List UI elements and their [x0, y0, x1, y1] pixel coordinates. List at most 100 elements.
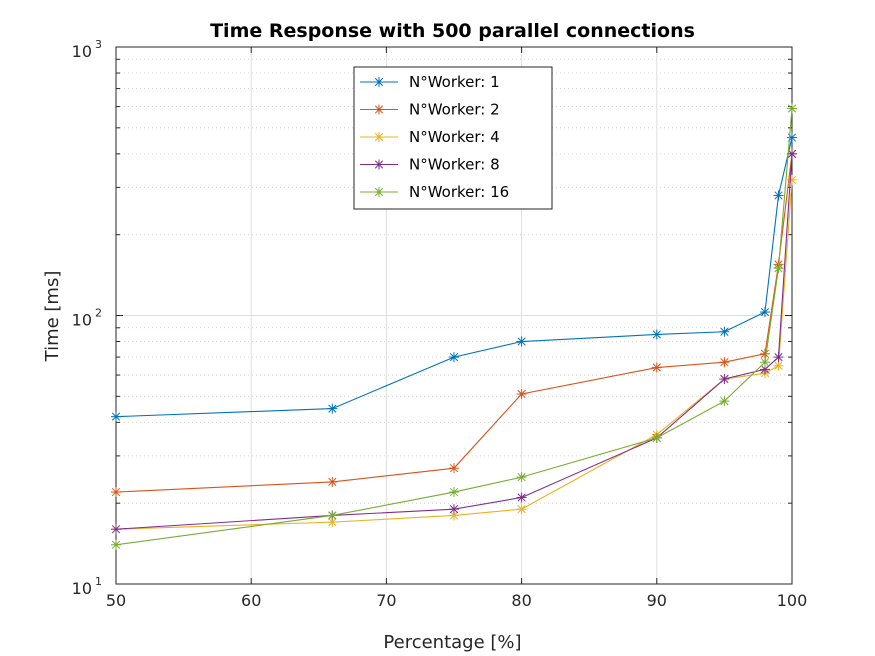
- x-tick-labels: 50 60 70 80 90 100: [106, 591, 807, 610]
- marker-stroke: [720, 327, 729, 336]
- data-point: [719, 396, 730, 407]
- legend-label: N°Worker: 1: [409, 73, 500, 91]
- marker-stroke: [517, 389, 526, 399]
- x-tick-label: 80: [511, 591, 531, 610]
- data-point: [787, 132, 797, 143]
- marker-stroke: [787, 175, 797, 184]
- data-point: [449, 463, 459, 474]
- series-5: [111, 103, 797, 550]
- x-tick-label: 50: [106, 591, 126, 610]
- data-point: [759, 357, 770, 368]
- legend-entry: N°Worker: 1: [360, 73, 500, 91]
- x-tick-label: 100: [777, 591, 808, 610]
- y-tick-label: 10: [72, 311, 92, 330]
- marker-stroke: [111, 525, 121, 534]
- legend-entry: N°Worker: 4: [360, 128, 500, 146]
- data-point: [111, 487, 121, 498]
- legend-entry: N°Worker: 8: [360, 156, 500, 174]
- legend-label: N°Worker: 2: [409, 101, 500, 119]
- marker-stroke: [449, 352, 459, 362]
- y-tick-label: 10: [72, 579, 92, 598]
- data-point: [773, 352, 784, 363]
- data-point: [719, 326, 730, 337]
- data-point: [787, 103, 797, 114]
- marker-stroke: [787, 104, 797, 113]
- legend-entry: N°Worker: 2: [360, 101, 500, 119]
- data-point: [651, 329, 662, 340]
- marker-stroke: [720, 358, 729, 367]
- marker-stroke: [760, 349, 770, 358]
- data-point: [651, 362, 662, 373]
- marker-stroke: [517, 505, 526, 514]
- data-point: [773, 360, 784, 371]
- legend-marker: [374, 77, 384, 87]
- legend-box: [353, 66, 553, 210]
- series-1: [111, 132, 797, 422]
- data-point: [449, 352, 459, 363]
- data-point: [516, 336, 527, 347]
- plot-axes-frame: [115, 46, 793, 585]
- data-point: [327, 476, 338, 487]
- y-tick-exponent: 3: [95, 38, 102, 51]
- marker-stroke: [774, 352, 783, 362]
- legend-entry: N°Worker: 16: [360, 183, 509, 201]
- marker-stroke: [374, 105, 384, 114]
- data-point: [773, 190, 784, 201]
- marker-stroke: [787, 149, 797, 158]
- data-point: [759, 364, 770, 375]
- marker-stroke: [652, 363, 661, 372]
- x-tick-label: 90: [647, 591, 667, 610]
- legend-label: N°Worker: 16: [409, 183, 509, 201]
- marker-stroke: [374, 132, 384, 142]
- data-point: [449, 510, 459, 521]
- marker-stroke: [449, 511, 459, 520]
- marker-stroke: [720, 374, 729, 384]
- legend-marker: [374, 159, 384, 170]
- x-axis-label: Percentage [%]: [383, 632, 521, 653]
- marker-stroke: [760, 307, 770, 317]
- legend-label: N°Worker: 8: [409, 156, 500, 174]
- marker-stroke: [328, 518, 337, 527]
- marker-stroke: [111, 412, 121, 421]
- marker-stroke: [760, 365, 770, 374]
- data-point: [111, 524, 121, 535]
- data-point: [449, 487, 459, 498]
- marker-stroke: [111, 540, 121, 549]
- data-point: [111, 411, 121, 422]
- data-point: [327, 403, 338, 414]
- marker-stroke: [328, 511, 337, 520]
- data-point: [111, 539, 121, 550]
- marker-stroke: [449, 464, 459, 473]
- data-point: [516, 504, 527, 515]
- marker-stroke: [774, 361, 783, 370]
- y-tick-exponent: 2: [95, 307, 102, 320]
- marker-stroke: [774, 191, 783, 200]
- data-point: [773, 263, 784, 274]
- data-point: [759, 348, 770, 359]
- data-point: [719, 357, 730, 368]
- marker-stroke: [328, 404, 337, 413]
- grid-minor: [116, 58, 792, 504]
- x-tick-label: 70: [376, 591, 396, 610]
- marker-stroke: [517, 493, 526, 502]
- legend-marker: [374, 187, 384, 197]
- marker-stroke: [652, 433, 661, 443]
- marker-stroke: [517, 337, 526, 346]
- marker-stroke: [774, 264, 783, 273]
- data-point: [327, 510, 338, 521]
- data-point: [719, 374, 730, 385]
- data-point: [759, 307, 770, 318]
- data-point: [516, 492, 527, 503]
- legend-marker: [374, 132, 384, 142]
- legend-marker: [374, 104, 384, 115]
- marker-stroke: [111, 487, 121, 497]
- series-group: [111, 103, 797, 550]
- marker-stroke: [449, 505, 459, 514]
- data-point: [516, 389, 527, 400]
- data-point: [449, 504, 459, 515]
- chart-title: Time Response with 500 parallel connecti…: [210, 20, 695, 42]
- data-point: [516, 472, 527, 483]
- marker-stroke: [720, 396, 729, 406]
- marker-stroke: [374, 77, 384, 87]
